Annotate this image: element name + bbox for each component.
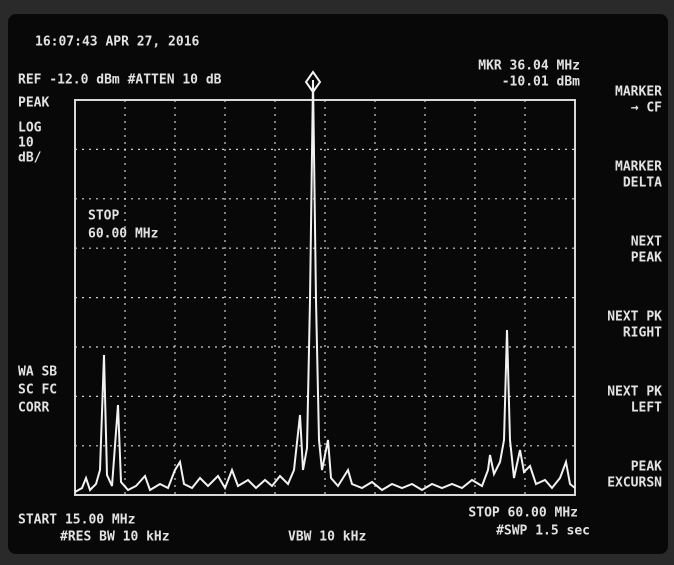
softkey-label: MARKER <box>615 160 662 175</box>
vbw: VBW 10 kHz <box>288 530 366 545</box>
softkey-label: PEAK <box>631 251 662 266</box>
graticule <box>74 99 576 496</box>
marker-diamond <box>304 70 322 94</box>
detector: PEAK <box>18 96 49 111</box>
status: WA SB <box>18 365 57 380</box>
marker-level: -10.01 dBm <box>502 75 580 90</box>
softkey-label: NEXT PK <box>607 385 662 400</box>
scale: LOG <box>18 121 42 136</box>
softkey-label: EXCURSN <box>607 476 662 491</box>
annotation-value: 60.00 MHz <box>88 227 158 242</box>
softkey-label: NEXT <box>631 235 662 250</box>
sweep: #SWP 1.5 sec <box>496 524 590 539</box>
softkey-label: LEFT <box>631 401 662 416</box>
status: CORR <box>18 401 49 416</box>
softkey-label: RIGHT <box>623 326 662 341</box>
softkey-label: PEAK <box>631 460 662 475</box>
softkey-label: DELTA <box>623 176 662 191</box>
status: SC FC <box>18 383 57 398</box>
reference: REF -12.0 dBm #ATTEN 10 dB <box>18 73 222 88</box>
scale-value: 10 <box>18 136 34 151</box>
softkey-label: NEXT PK <box>607 310 662 325</box>
stop-freq: STOP 60.00 MHz <box>468 506 578 521</box>
timestamp: 16:07:43 APR 27, 2016 <box>35 35 200 50</box>
start-freq: START 15.00 MHz <box>18 513 135 528</box>
annotation-title: STOP <box>88 209 119 224</box>
softkey-label: → CF <box>631 101 662 116</box>
scale-unit: dB/ <box>18 151 42 166</box>
softkey-label: MARKER <box>615 85 662 100</box>
marker-freq: MKR 36.04 MHz <box>478 59 580 74</box>
rbw: #RES BW 10 kHz <box>60 530 170 545</box>
spectrum-trace <box>74 79 576 493</box>
